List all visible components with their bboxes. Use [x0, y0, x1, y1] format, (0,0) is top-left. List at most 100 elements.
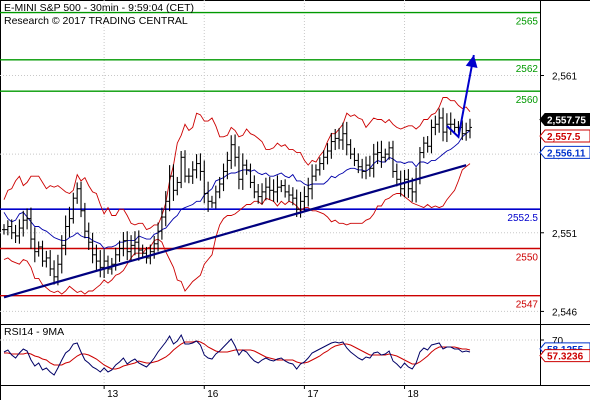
price-bar — [5, 220, 10, 236]
rsi-ma-badge-text: 57.3236 — [547, 352, 584, 363]
price-bar — [117, 240, 122, 262]
price-bar — [67, 206, 72, 238]
price-bar — [198, 153, 203, 181]
time-tick-label: 16 — [207, 389, 219, 400]
price-bar — [156, 222, 161, 252]
price-bar — [48, 250, 53, 277]
price-bar — [179, 150, 184, 189]
resistance-level-label: 2560 — [516, 95, 539, 106]
price-bar — [71, 192, 76, 224]
price-bar — [414, 167, 419, 203]
time-tick-label: 18 — [408, 389, 420, 400]
price-bar — [240, 153, 245, 190]
price-tick-label: 2,561 — [552, 71, 577, 82]
price-bar — [340, 122, 345, 150]
price-bar — [387, 141, 392, 160]
price-bar — [21, 210, 26, 237]
price-bar — [98, 250, 103, 278]
price-badge-box — [539, 145, 590, 159]
price-badge: 2,556.11 — [539, 145, 590, 159]
price-bar — [352, 147, 357, 167]
rsi-label: RSI14 - 9MA — [4, 326, 64, 338]
price-bar — [279, 180, 284, 193]
price-bar — [390, 140, 395, 178]
price-bar — [429, 119, 434, 154]
price-bar — [383, 148, 388, 163]
price-bar — [225, 151, 230, 180]
price-bar — [55, 254, 60, 286]
price-bar — [406, 169, 411, 198]
price-bars — [2, 107, 472, 286]
price-badge-text: 2,557.5 — [547, 132, 581, 143]
price-bar — [59, 235, 64, 274]
price-bar — [344, 121, 349, 156]
price-bar — [252, 175, 257, 199]
price-bar — [40, 240, 45, 267]
price-bar — [9, 219, 14, 240]
price-bar — [194, 154, 199, 179]
axes: 2,5612,5562,5512,546131617182,557.52,556… — [103, 71, 590, 400]
bollinger-upper-band — [3, 97, 471, 231]
price-bar — [356, 153, 361, 174]
price-bar — [209, 195, 214, 208]
price-bar — [317, 157, 322, 176]
price-bar — [52, 260, 57, 285]
price-bar — [275, 175, 280, 203]
bollinger-lower-band — [3, 163, 471, 295]
price-bar — [448, 112, 453, 135]
price-bar — [159, 207, 164, 240]
price-bar — [36, 241, 41, 257]
price-bar — [167, 165, 172, 212]
price-bar — [125, 231, 130, 261]
price-bar — [410, 177, 415, 202]
rsi-ma-badge: 57.3236 — [539, 349, 590, 363]
price-bar — [271, 179, 276, 202]
price-bar — [425, 136, 430, 153]
price-bar — [82, 202, 87, 239]
price-badge: 2,557.5 — [539, 129, 590, 143]
price-bar — [433, 115, 438, 136]
price-bar — [163, 191, 168, 227]
price-bar — [171, 164, 176, 201]
price-bar — [229, 135, 234, 169]
current-price-badge-text: 2,557.75 — [547, 116, 586, 127]
rsi-ma-badge-box — [539, 349, 590, 363]
support-level-label: 2547 — [516, 300, 539, 311]
price-badge-text: 2,556.11 — [547, 148, 586, 159]
price-bar — [394, 163, 399, 187]
price-bar — [313, 164, 318, 182]
moving-average-line — [3, 130, 471, 250]
price-bar — [468, 118, 472, 139]
price-bar — [302, 186, 307, 211]
resistance-level-label: 2565 — [516, 17, 539, 28]
price-bar — [44, 250, 49, 268]
price-bar — [290, 187, 295, 206]
price-bar — [132, 231, 137, 256]
support-level-label: 2550 — [516, 253, 539, 264]
price-bar — [13, 224, 18, 243]
price-bar — [144, 246, 149, 264]
price-bar — [113, 247, 118, 271]
price-bar — [102, 249, 107, 278]
price-bar — [32, 227, 37, 263]
price-bar — [294, 189, 299, 217]
price-bar — [375, 141, 380, 165]
price-badge-box — [539, 129, 590, 143]
price-bar — [90, 232, 95, 264]
bollinger-bands — [3, 97, 471, 295]
price-bar — [329, 132, 334, 159]
price-bar — [441, 107, 446, 142]
price-bar — [221, 163, 226, 192]
price-bar — [217, 176, 222, 199]
current-price-badge-box — [539, 113, 590, 127]
price-bar — [25, 208, 30, 230]
rsi-panel — [0, 333, 540, 376]
chart-subtitle: Research © 2017 TRADING CENTRAL — [4, 15, 188, 27]
price-bar — [75, 182, 80, 204]
price-bar — [202, 160, 207, 204]
price-bar — [364, 156, 369, 180]
level-lines: 2565 2562 2560 2552.5 2550 2547 — [0, 11, 540, 311]
price-bar — [379, 140, 384, 168]
price-bar — [371, 143, 376, 178]
